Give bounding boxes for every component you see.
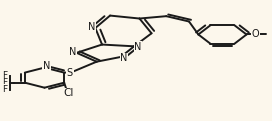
Text: F: F — [2, 71, 7, 80]
Text: S: S — [67, 68, 73, 78]
Text: N: N — [43, 61, 50, 71]
Text: N: N — [88, 22, 96, 32]
Text: O: O — [252, 30, 259, 39]
Text: N: N — [120, 53, 128, 63]
Text: N: N — [134, 42, 142, 52]
Text: Cl: Cl — [63, 88, 73, 98]
Text: N: N — [69, 47, 76, 57]
Text: F: F — [2, 78, 7, 87]
Text: F: F — [2, 85, 7, 94]
